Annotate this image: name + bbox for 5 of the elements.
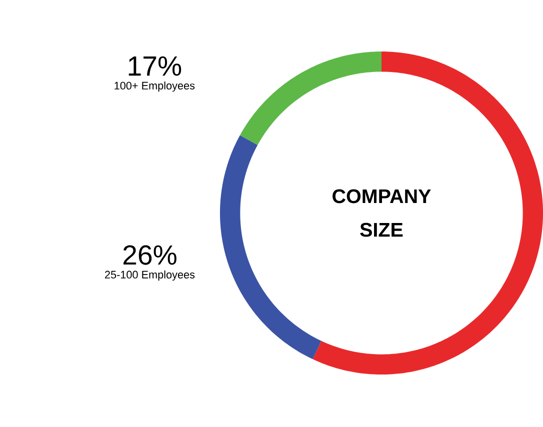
text: COMPANY SIZE	[332, 189, 431, 237]
data-label: 26%	[123, 245, 176, 265]
slice-label: 100+ Employees	[114, 81, 195, 92]
slice-label: 25-100 Employees	[105, 270, 195, 281]
data-label: 17%	[128, 56, 182, 76]
